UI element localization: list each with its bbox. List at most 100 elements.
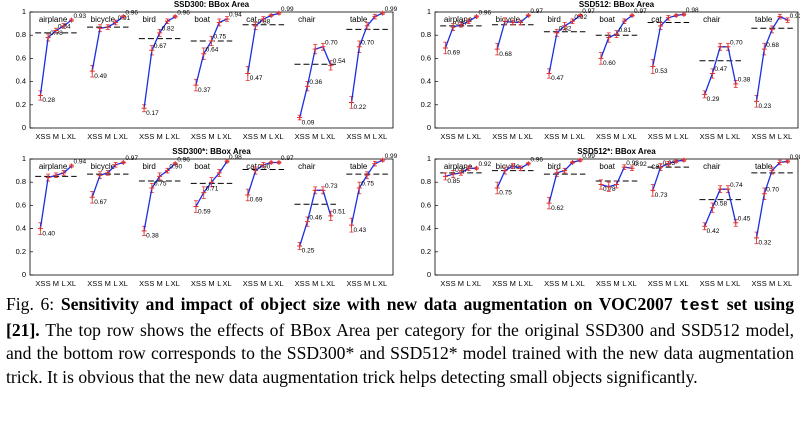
group-label: bicycle — [496, 162, 521, 171]
point-marker — [673, 12, 679, 18]
group-label: boat — [194, 162, 210, 171]
x-tick-label: M — [665, 279, 671, 288]
x-tick-label: S — [253, 279, 258, 288]
group-label: chair — [703, 15, 721, 24]
plot-frame — [29, 11, 394, 129]
value-label: 0.68 — [766, 42, 779, 49]
point-marker — [37, 93, 43, 99]
point-marker — [681, 157, 687, 163]
point-marker — [312, 46, 318, 52]
x-tick-label: S — [606, 132, 611, 141]
x-tick-label: M — [458, 279, 464, 288]
value-label: 0.70 — [766, 187, 779, 194]
point-marker — [356, 44, 362, 50]
point-marker — [304, 83, 310, 89]
x-tick-label: S — [658, 132, 663, 141]
point-marker — [785, 17, 791, 23]
point-marker — [650, 187, 656, 193]
point-marker — [577, 12, 583, 18]
group-label: cat — [651, 15, 662, 24]
point-marker — [268, 12, 274, 18]
x-tick-label: M — [769, 279, 775, 288]
x-tick-label: XL — [472, 279, 481, 288]
point-marker — [201, 51, 207, 57]
x-tick-label: L — [778, 279, 782, 288]
y-tick-label: 0 — [22, 123, 26, 132]
group-label: bicycle — [91, 15, 116, 24]
y-tick-label: 0 — [427, 123, 431, 132]
point-marker — [769, 168, 775, 174]
value-label: 0.84 — [58, 23, 71, 30]
x-tick-label: M — [510, 132, 516, 141]
x-tick-label: L — [726, 279, 730, 288]
point-marker — [614, 31, 619, 37]
x-tick-label: S — [253, 132, 258, 141]
x-tick-label: L — [113, 132, 117, 141]
x-tick-label: XL — [222, 132, 231, 141]
x-tick-label: L — [674, 279, 678, 288]
x-tick-label: XL — [326, 279, 335, 288]
value-label: 0.97 — [281, 155, 294, 162]
x-tick-label: XS — [648, 279, 658, 288]
x-tick-label: S — [149, 279, 154, 288]
y-tick-label: 0.4 — [16, 224, 26, 233]
point-marker — [89, 194, 95, 200]
value-label: 0.82 — [559, 26, 572, 33]
value-label: 0.25 — [302, 248, 315, 255]
value-label: 0.78 — [50, 30, 63, 37]
group-label: boat — [599, 162, 615, 171]
value-label: 0.91 — [118, 15, 131, 22]
x-tick-label: M — [364, 279, 370, 288]
x-tick-label: M — [105, 279, 111, 288]
point-marker — [349, 222, 355, 228]
x-tick-label: XS — [440, 132, 450, 141]
x-tick-label: S — [149, 132, 154, 141]
x-tick-label: XS — [492, 279, 502, 288]
y-tick-label: 0.6 — [421, 200, 431, 209]
x-tick-label: S — [201, 132, 206, 141]
point-marker — [725, 44, 731, 50]
point-marker — [525, 12, 531, 18]
point-marker — [606, 35, 612, 41]
x-tick-label: XS — [492, 132, 502, 141]
point-marker — [709, 205, 715, 211]
x-tick-label: XS — [295, 279, 305, 288]
point-marker — [68, 17, 74, 23]
x-tick-label: L — [62, 132, 66, 141]
x-tick-label: S — [357, 132, 362, 141]
x-tick-label: S — [46, 279, 51, 288]
point-marker — [113, 162, 119, 168]
value-label: 0.29 — [707, 96, 720, 103]
point-marker — [245, 192, 251, 198]
x-tick-label: M — [562, 132, 568, 141]
x-tick-label: S — [710, 132, 715, 141]
point-marker — [260, 162, 266, 168]
point-marker — [665, 15, 671, 21]
x-tick-label: M — [510, 279, 516, 288]
value-label: 0.99 — [385, 6, 398, 13]
x-tick-label: M — [613, 279, 619, 288]
x-tick-label: XL — [524, 132, 533, 141]
value-label: 0.87 — [455, 167, 468, 174]
point-marker — [61, 170, 67, 176]
x-tick-label: XS — [139, 279, 149, 288]
point-marker — [621, 164, 627, 170]
group-label: table — [755, 162, 773, 171]
point-marker — [372, 14, 378, 20]
x-tick-label: M — [562, 279, 568, 288]
x-tick-label: S — [606, 279, 611, 288]
x-tick-label: M — [312, 279, 318, 288]
group-label: cat — [246, 15, 257, 24]
y-tick-label: 0.8 — [421, 177, 431, 186]
y-tick-label: 1 — [427, 7, 431, 16]
x-tick-label: M — [769, 132, 775, 141]
value-label: 0.81 — [619, 27, 632, 34]
value-label: 0.97 — [634, 8, 647, 15]
panel-title: SSD300*: BBox Area — [172, 147, 251, 156]
x-tick-label: XS — [139, 132, 149, 141]
x-tick-label: XL — [627, 279, 636, 288]
point-marker — [754, 98, 760, 104]
point-marker — [473, 165, 479, 171]
group-label: bird — [548, 162, 561, 171]
value-label: 0.32 — [759, 240, 772, 247]
